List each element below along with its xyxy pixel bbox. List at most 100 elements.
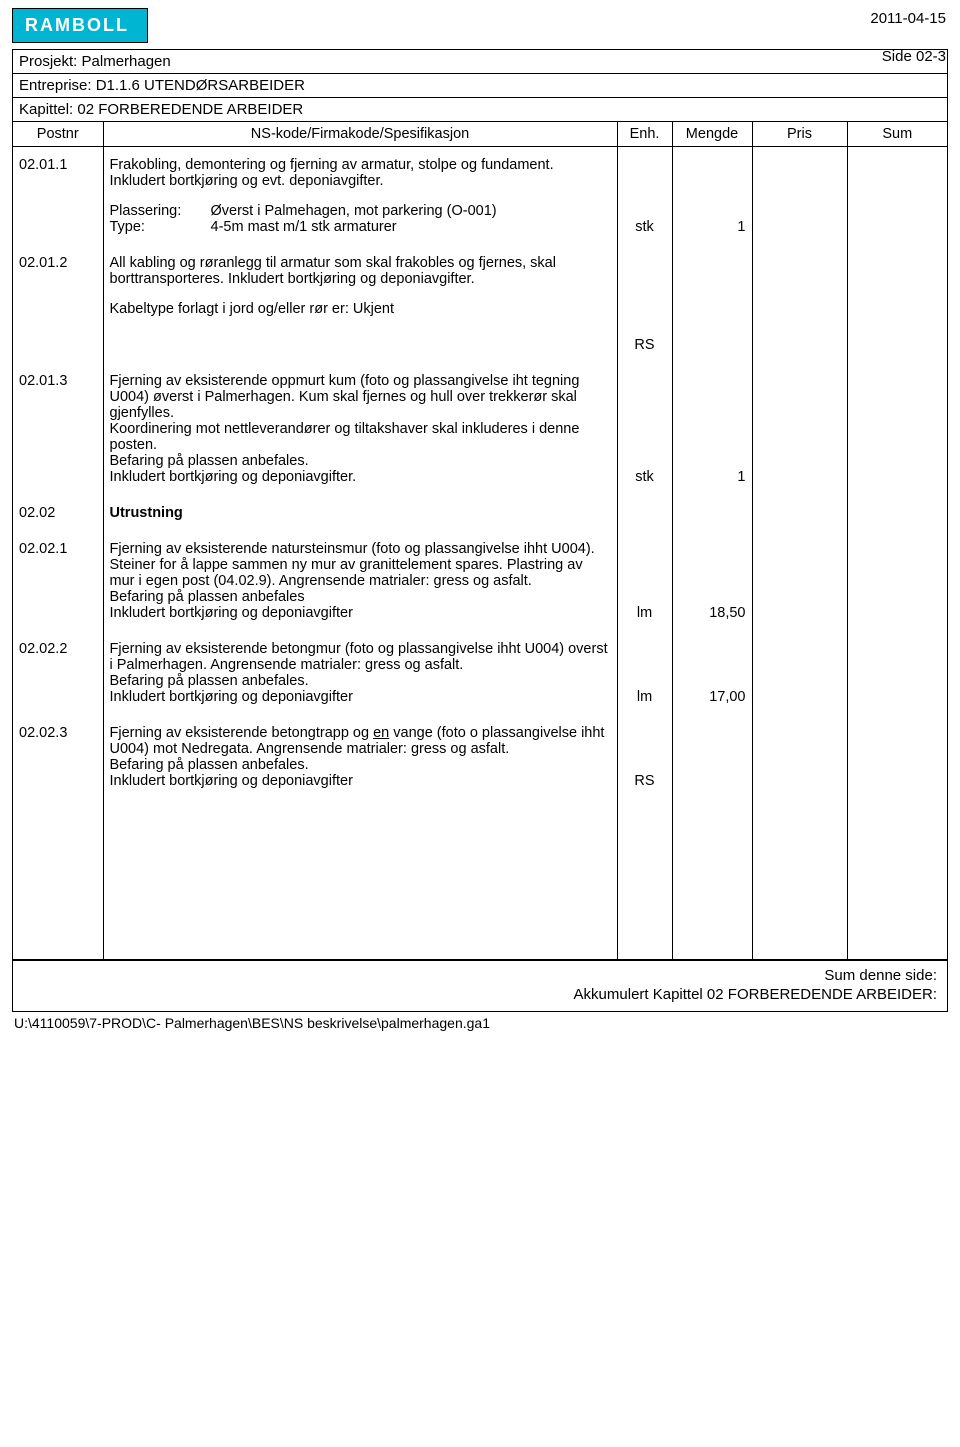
col-spec: NS-kode/Firmakode/Spesifikasjon (103, 122, 617, 147)
table-row: 02.01.1 Frakobling, demontering og fjern… (13, 147, 947, 246)
spec-cell: All kabling og røranlegg til armatur som… (103, 245, 617, 327)
spec-text: Inkludert bortkjøring og evt. deponiavgi… (110, 173, 611, 189)
spec-cell: Utrustning (103, 495, 617, 531)
enh-cell: stk (617, 363, 672, 495)
mengde-cell (672, 715, 752, 799)
col-postnr: Postnr (13, 122, 103, 147)
mengde-cell: 1 (672, 147, 752, 246)
col-sum: Sum (847, 122, 947, 147)
spec-text: Befaring på plassen anbefales. (110, 757, 611, 773)
spec-text: Fjerning av eksisterende oppmurt kum (fo… (110, 373, 611, 421)
spec-text: Fjerning av eksisterende betongtrapp og … (110, 725, 611, 757)
mengde-cell: 1 (672, 363, 752, 495)
table-row: 02.02 Utrustning (13, 495, 947, 531)
postnr-cell: 02.02.2 (13, 631, 103, 715)
postnr-cell: 02.02.3 (13, 715, 103, 799)
pris-cell (752, 715, 847, 799)
pris-cell (752, 245, 847, 327)
logo: RAMBOLL (12, 8, 148, 43)
enh-cell: lm (617, 531, 672, 631)
file-path: U:\4110059\7-PROD\C- Palmerhagen\BES\NS … (12, 1012, 948, 1031)
spec-text: All kabling og røranlegg til armatur som… (110, 255, 611, 287)
meta-block: Prosjekt: Palmerhagen Entreprise: D1.1.6… (12, 49, 948, 122)
sum-cell (847, 147, 947, 246)
enh-cell (617, 245, 672, 327)
spec-text: Befaring på plassen anbefales. (110, 673, 611, 689)
mengde-cell: 17,00 (672, 631, 752, 715)
sum-denne-side: Sum denne side: (23, 967, 937, 984)
pris-cell (752, 631, 847, 715)
table-row: RS (13, 327, 947, 363)
enh-cell: lm (617, 631, 672, 715)
prosjekt-line: Prosjekt: Palmerhagen (13, 50, 947, 74)
enh-cell: RS (617, 327, 672, 363)
spec-text: Kabeltype forlagt i jord og/eller rør er… (110, 301, 611, 317)
col-mengde: Mengde (672, 122, 752, 147)
footer: Sum denne side: Akkumulert Kapittel 02 F… (12, 960, 948, 1012)
sum-cell (847, 631, 947, 715)
enh-cell: stk (617, 147, 672, 246)
pris-cell (752, 147, 847, 246)
postnr-cell: 02.02 (13, 495, 103, 531)
entreprise-line: Entreprise: D1.1.6 UTENDØRSARBEIDER (13, 74, 947, 98)
type-label: Type: (110, 219, 205, 235)
spec-text: Inkludert bortkjøring og deponiavgifter. (110, 469, 611, 485)
pris-cell (752, 363, 847, 495)
mengde-cell (672, 245, 752, 327)
postnr-cell: 02.01.3 (13, 363, 103, 495)
spec-text: Inkludert bortkjøring og deponiavgifter (110, 689, 611, 705)
sum-cell (847, 531, 947, 631)
type-val: 4-5m mast m/1 stk armaturer (211, 219, 397, 235)
spec-text: Koordinering mot nettleverandører og til… (110, 421, 611, 453)
mengde-cell (672, 495, 752, 531)
spec-text: Inkludert bortkjøring og deponiavgifter (110, 773, 611, 789)
col-enh: Enh. (617, 122, 672, 147)
col-pris: Pris (752, 122, 847, 147)
spec-text: Inkludert bortkjøring og deponiavgifter (110, 605, 611, 621)
pris-cell (752, 531, 847, 631)
spec-text: Fjerning av eksisterende betongmur (foto… (110, 641, 611, 673)
plass-label: Plassering: (110, 203, 205, 219)
main-table-wrap: Postnr NS-kode/Firmakode/Spesifikasjon E… (12, 122, 948, 960)
table-row: 02.02.3 Fjerning av eksisterende betongt… (13, 715, 947, 799)
mengde-cell: 18,50 (672, 531, 752, 631)
postnr-cell: 02.01.2 (13, 245, 103, 327)
spec-cell: Fjerning av eksisterende oppmurt kum (fo… (103, 363, 617, 495)
date: 2011-04-15 (870, 10, 946, 27)
enh-cell: RS (617, 715, 672, 799)
spec-text: Befaring på plassen anbefales (110, 589, 611, 605)
postnr-cell (13, 327, 103, 363)
postnr-cell: 02.02.1 (13, 531, 103, 631)
pris-cell (752, 495, 847, 531)
kapittel-line: Kapittel: 02 FORBEREDENDE ARBEIDER (13, 98, 947, 122)
spec-cell: Fjerning av eksisterende betongmur (foto… (103, 631, 617, 715)
side-label: Side 02-3 (882, 48, 946, 65)
sum-cell (847, 715, 947, 799)
spec-cell: Fjerning av eksisterende betongtrapp og … (103, 715, 617, 799)
spec-text: Befaring på plassen anbefales. (110, 453, 611, 469)
sum-cell (847, 245, 947, 327)
pris-cell (752, 327, 847, 363)
table-row: 02.02.1 Fjerning av eksisterende naturst… (13, 531, 947, 631)
mengde-cell (672, 327, 752, 363)
table-row: 02.02.2 Fjerning av eksisterende betongm… (13, 631, 947, 715)
akkumulert: Akkumulert Kapittel 02 FORBEREDENDE ARBE… (23, 986, 937, 1003)
postnr-cell: 02.01.1 (13, 147, 103, 246)
table-row: 02.01.3 Fjerning av eksisterende oppmurt… (13, 363, 947, 495)
spec-text-u: en (373, 725, 389, 741)
table-header-row: Postnr NS-kode/Firmakode/Spesifikasjon E… (13, 122, 947, 147)
spec-text: Frakobling, demontering og fjerning av a… (110, 157, 611, 173)
sum-cell (847, 327, 947, 363)
spacer-row (13, 799, 947, 959)
spec-text: Fjerning av eksisterende natursteinsmur … (110, 541, 611, 589)
spec-cell: Frakobling, demontering og fjerning av a… (103, 147, 617, 246)
table-row: 02.01.2 All kabling og røranlegg til arm… (13, 245, 947, 327)
spec-cell: Fjerning av eksisterende natursteinsmur … (103, 531, 617, 631)
spec-text-a: Fjerning av eksisterende betongtrapp og (110, 725, 374, 741)
plass-val: Øverst i Palmehagen, mot parkering (O-00… (211, 203, 497, 219)
spec-cell (103, 327, 617, 363)
sum-cell (847, 363, 947, 495)
main-table: Postnr NS-kode/Firmakode/Spesifikasjon E… (13, 122, 947, 959)
enh-cell (617, 495, 672, 531)
sum-cell (847, 495, 947, 531)
